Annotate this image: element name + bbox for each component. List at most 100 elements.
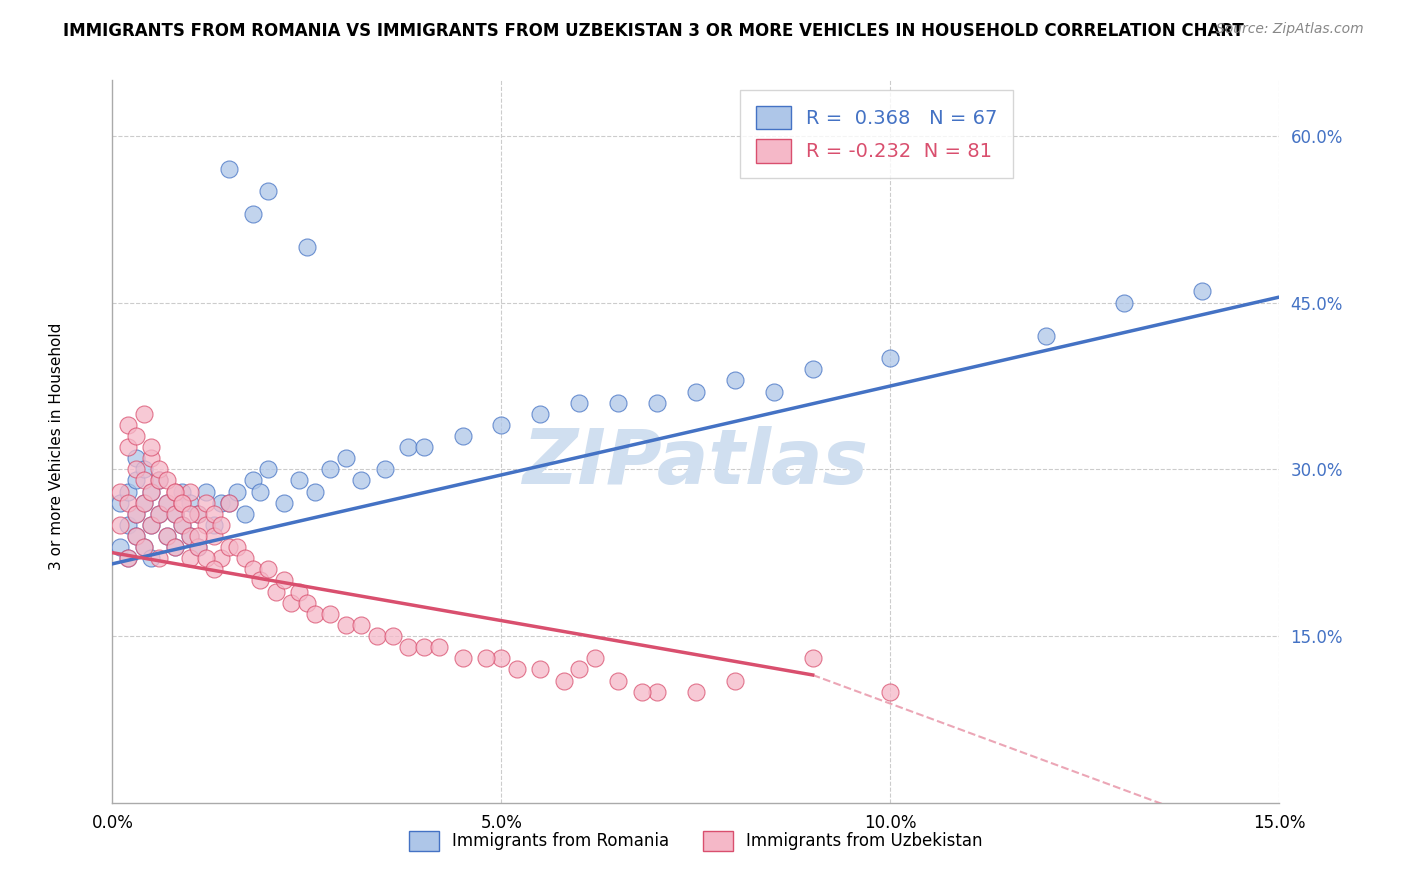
Point [257,185,280,199]
Point [209,496,232,510]
Point [396,640,419,655]
Point [179,529,201,543]
Point [202,517,225,532]
Point [242,562,264,576]
Point [148,474,170,488]
Point [148,474,170,488]
Point [568,662,591,676]
Point [374,462,396,476]
Point [801,651,824,665]
Point [218,540,240,554]
Point [249,484,271,499]
Point [412,440,434,454]
Point [132,540,155,554]
Point [172,517,194,532]
Point [491,651,513,665]
Point [156,496,179,510]
Point [141,551,163,566]
Point [179,529,201,543]
Point [607,395,630,409]
Text: Source: ZipAtlas.com: Source: ZipAtlas.com [1216,22,1364,37]
Point [233,507,256,521]
Point [141,451,163,466]
Point [132,462,155,476]
Point [110,496,132,510]
Point [879,351,901,366]
Point [156,529,179,543]
Point [396,440,419,454]
Point [304,484,326,499]
Point [117,517,139,532]
Point [202,507,225,521]
Point [141,440,163,454]
Point [156,529,179,543]
Point [141,517,163,532]
Point [163,540,186,554]
Point [163,540,186,554]
Point [218,496,240,510]
Point [179,507,201,521]
Point [568,395,591,409]
Point [163,484,186,499]
Text: 3 or more Vehicles in Household: 3 or more Vehicles in Household [49,322,63,570]
Point [335,618,357,632]
Point [724,673,747,688]
Point [381,629,404,643]
Text: ZIPatlas: ZIPatlas [523,426,869,500]
Point [125,507,148,521]
Point [194,496,217,510]
Point [172,484,194,499]
Point [209,517,232,532]
Point [156,474,179,488]
Point [194,484,217,499]
Point [319,462,342,476]
Point [148,507,170,521]
Point [724,373,747,387]
Point [202,562,225,576]
Point [110,540,132,554]
Point [1035,329,1057,343]
Point [117,551,139,566]
Point [132,496,155,510]
Point [125,451,148,466]
Point [295,240,318,254]
Point [156,496,179,510]
Point [187,507,209,521]
Point [194,551,217,566]
Point [187,540,209,554]
Point [295,596,318,610]
Point [607,673,630,688]
Point [879,684,901,698]
Point [148,462,170,476]
Point [187,507,209,521]
Point [451,651,474,665]
Point [257,562,280,576]
Point [226,540,249,554]
Point [141,484,163,499]
Point [148,507,170,521]
Point [125,529,148,543]
Point [125,462,148,476]
Point [264,584,287,599]
Point [218,496,240,510]
Point [801,362,824,376]
Point [685,384,707,399]
Point [529,662,551,676]
Point [117,440,139,454]
Point [257,462,280,476]
Point [117,417,139,432]
Text: IMMIGRANTS FROM ROMANIA VS IMMIGRANTS FROM UZBEKISTAN 3 OR MORE VEHICLES IN HOUS: IMMIGRANTS FROM ROMANIA VS IMMIGRANTS FR… [63,22,1244,40]
Point [179,484,201,499]
Point [1191,285,1213,299]
Point [366,629,388,643]
Point [110,517,132,532]
Point [172,496,194,510]
Point [163,484,186,499]
Point [125,529,148,543]
Point [273,496,295,510]
Point [583,651,606,665]
Legend: Immigrants from Romania, Immigrants from Uzbekistan: Immigrants from Romania, Immigrants from… [401,822,991,860]
Point [553,673,575,688]
Point [179,551,201,566]
Point [491,417,513,432]
